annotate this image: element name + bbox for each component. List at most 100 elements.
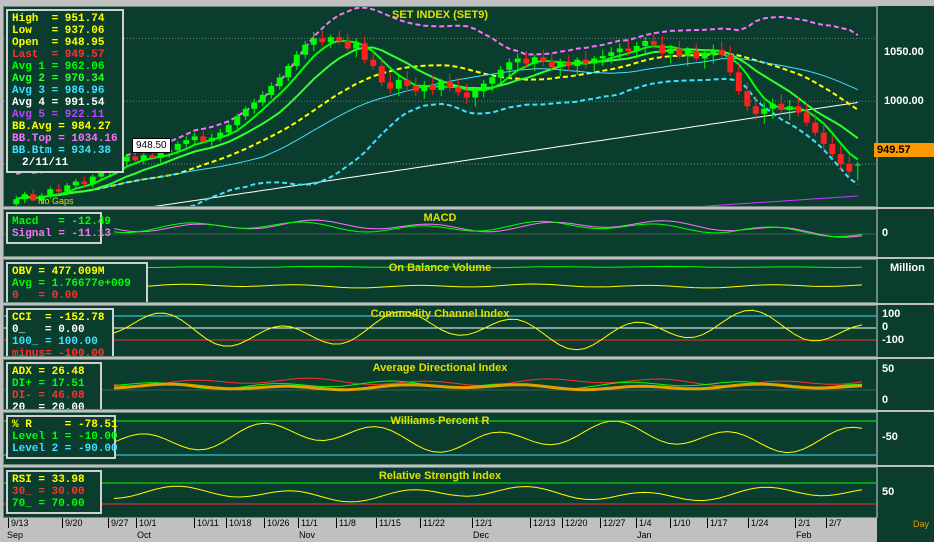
indicator-line xyxy=(113,265,863,269)
candle-body xyxy=(285,66,292,78)
month-label: Oct xyxy=(137,530,152,540)
candle-body xyxy=(361,43,368,60)
date-label: 12/20 xyxy=(565,518,588,528)
cci-panel[interactable]: Commodity Channel Index CCI = -152.78 0_ … xyxy=(3,305,877,357)
candle-body xyxy=(38,195,45,201)
williams-panel[interactable]: Williams Percent R % R = -78.51 Level 1 =… xyxy=(3,412,877,465)
legend-row: BB.Top = 1034.16 xyxy=(12,133,118,145)
avg1-line xyxy=(16,39,859,201)
candle-body xyxy=(557,62,564,68)
candle-body xyxy=(89,176,96,185)
candle-body xyxy=(625,48,632,51)
date-tick xyxy=(420,518,421,528)
date-tick xyxy=(562,518,563,528)
date-tick xyxy=(707,518,708,528)
candle-body xyxy=(616,48,623,53)
candle-body xyxy=(769,103,776,109)
candle-body xyxy=(421,84,428,92)
date-tick xyxy=(826,518,827,528)
month-label: Jan xyxy=(637,530,652,540)
price-axis: 1050.00 1000.00 xyxy=(877,6,934,207)
cci-tick-0: 0 xyxy=(882,321,889,333)
macd-legend: Macd = -12.49 Signal = -11.13 xyxy=(6,212,111,244)
date-label: 9/27 xyxy=(111,518,129,528)
cci-chart xyxy=(4,309,876,351)
date-tick xyxy=(8,518,9,528)
avg2-line xyxy=(16,46,859,201)
candle-body xyxy=(710,49,717,54)
legend-row: Level 2 = -90.00 xyxy=(12,443,118,455)
rsi-legend: RSI = 33.98 30_ = 30.00 70_ = 70.00 xyxy=(6,470,102,514)
candle-body xyxy=(64,185,71,192)
adx-panel[interactable]: Average Directional Index ADX = 26.48 DI+… xyxy=(3,359,877,410)
date-axis[interactable]: 9/13 9/20 9/27 10/1 10/11 10/18 10/26 11/1 11/8 1… xyxy=(3,518,877,542)
date-tick xyxy=(472,518,473,528)
candle-body xyxy=(693,50,700,59)
candle-body xyxy=(378,66,385,83)
candle-body xyxy=(565,62,572,67)
obv-chart xyxy=(113,265,863,289)
candle-body xyxy=(778,103,785,111)
candle-body xyxy=(387,82,394,89)
candle-body xyxy=(149,155,156,158)
candle-body xyxy=(582,59,589,64)
candle-body xyxy=(276,77,283,87)
candle-body xyxy=(744,91,751,107)
candle-body xyxy=(489,77,496,84)
legend-row: OBV = 477.009M xyxy=(12,266,105,278)
candle-body xyxy=(123,156,130,162)
hover-value-tooltip: 948.50 xyxy=(132,138,171,153)
price-tick-1050: 1050.00 xyxy=(884,46,924,58)
date-tick xyxy=(748,518,749,528)
date-label: 11/22 xyxy=(423,518,445,528)
bb-bottom-line xyxy=(186,77,859,206)
candle-body xyxy=(259,94,266,103)
legend-row: RSI = 33.98 xyxy=(12,474,85,486)
candle-body xyxy=(829,143,836,154)
date-label: 11/8 xyxy=(339,518,356,528)
candle-body xyxy=(650,40,657,45)
indicator-line xyxy=(113,309,863,351)
legend-row: 100_ = 100.00 xyxy=(12,336,98,348)
date-tick xyxy=(336,518,337,528)
date-label: 11/15 xyxy=(379,518,401,528)
candle-body xyxy=(183,140,190,144)
candle-body xyxy=(463,92,470,98)
date-label: 1/4 xyxy=(639,518,652,528)
adx-tick-0: 0 xyxy=(882,394,889,406)
month-label: Dec xyxy=(473,530,490,540)
date-tick xyxy=(264,518,265,528)
rsi-chart xyxy=(4,482,876,505)
legend-row: Low = 937.06 xyxy=(12,25,105,37)
rsi-panel[interactable]: Relative Strength Index RSI = 33.98 30_ =… xyxy=(3,467,877,518)
obv-legend: OBV = 477.009M Avg = 1.76677e+009 0 = 0.00 xyxy=(6,262,148,302)
date-tick xyxy=(376,518,377,528)
legend-row: Level 1 = -10.00 xyxy=(12,431,118,443)
last-price-tag: 949.57 xyxy=(874,143,934,157)
date-label: 12/13 xyxy=(533,518,556,528)
month-label: Nov xyxy=(299,530,316,540)
candle-body xyxy=(13,199,20,205)
candle-body xyxy=(633,45,640,51)
date-label: 1/17 xyxy=(710,518,728,528)
legend-row: DI- = 46.08 xyxy=(12,390,85,402)
candle-body xyxy=(684,50,691,56)
obv-panel[interactable]: On Balance Volume OBV = 477.009M Avg = 1.… xyxy=(3,259,877,303)
candle-body xyxy=(497,69,504,78)
month-label: Feb xyxy=(796,530,812,540)
candle-body xyxy=(540,57,547,62)
cci-tick-minus100: -100 xyxy=(882,334,905,346)
candle-body xyxy=(506,62,513,70)
legend-row: % R = -78.51 xyxy=(12,419,118,431)
adx-tick-50: 50 xyxy=(882,363,895,375)
candle-body xyxy=(701,53,708,59)
date-tick xyxy=(298,518,299,528)
price-panel[interactable]: SET INDEX (SET9) High = 951.74 Low = 937.… xyxy=(3,6,877,207)
candle-body xyxy=(55,189,62,192)
candle-body xyxy=(208,137,215,142)
date-label: 11/1 xyxy=(301,518,318,528)
candle-body xyxy=(174,143,181,151)
legend-row: Avg 2 = 970.34 xyxy=(12,73,105,85)
candle-body xyxy=(336,37,343,41)
macd-panel[interactable]: MACD Macd = -12.49 Signal = -11.13 xyxy=(3,209,877,257)
